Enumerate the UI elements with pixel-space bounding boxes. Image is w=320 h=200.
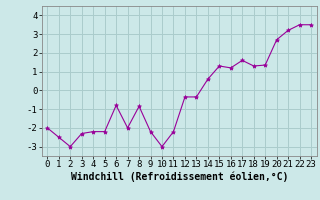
X-axis label: Windchill (Refroidissement éolien,°C): Windchill (Refroidissement éolien,°C) <box>70 172 288 182</box>
